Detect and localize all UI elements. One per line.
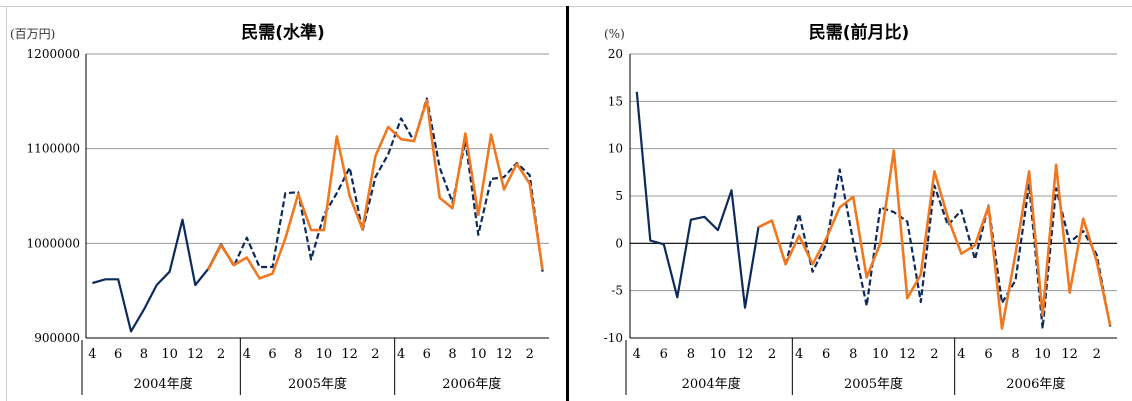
x-tick-label: 6: [822, 347, 830, 362]
x-tick-label: 2: [217, 347, 225, 362]
fiscal-year-label: 2006年度: [442, 376, 501, 392]
y-tick-label: 20: [608, 47, 623, 61]
x-tick-label: 6: [268, 347, 276, 362]
x-tick-label: 2: [768, 347, 776, 362]
x-tick-label: 12: [496, 347, 513, 362]
series-line-solid: [207, 99, 544, 280]
x-tick-label: 12: [1061, 347, 1078, 362]
frame-left-line: [6, 6, 7, 401]
x-tick-label: 10: [161, 347, 178, 362]
x-tick-label: 2: [930, 347, 938, 362]
y-tick-label: 10: [608, 142, 623, 156]
x-tick-label: 6: [114, 347, 122, 362]
fiscal-year-label: 2005年度: [844, 376, 903, 392]
x-tick-label: 4: [795, 347, 803, 362]
x-tick-label: 12: [341, 347, 358, 362]
x-tick-label: 10: [470, 347, 487, 362]
x-tick-label: 10: [710, 347, 727, 362]
x-tick-label: 8: [1011, 347, 1019, 362]
series-line-solid: [635, 91, 773, 309]
fiscal-year-label: 2005年度: [288, 376, 347, 392]
x-tick-label: 8: [140, 347, 148, 362]
unit-label: (百万円): [10, 27, 55, 41]
series-line-dashed: [220, 97, 544, 272]
x-tick-label: 8: [687, 347, 695, 362]
x-tick-label: 10: [1034, 347, 1051, 362]
x-tick-label: 2: [1093, 347, 1101, 362]
y-tick-label: -5: [611, 284, 623, 298]
x-tick-label: 6: [984, 347, 992, 362]
x-tick-label: 4: [633, 347, 641, 362]
x-tick-label: 12: [899, 347, 916, 362]
x-tick-label: 12: [187, 347, 204, 362]
fiscal-year-label: 2006年度: [1006, 376, 1065, 392]
x-tick-label: 10: [316, 347, 333, 362]
y-tick-label: 1000000: [27, 236, 80, 250]
chart-title: 民需(水準): [241, 22, 325, 43]
y-tick-label: 0: [615, 236, 623, 250]
x-tick-label: 10: [872, 347, 889, 362]
y-tick-label: -10: [604, 331, 623, 345]
y-tick-label: 15: [608, 94, 623, 108]
y-tick-label: 1200000: [27, 47, 80, 61]
x-tick-label: 6: [660, 347, 668, 362]
x-tick-label: 4: [957, 347, 965, 362]
x-tick-label: 2: [371, 347, 379, 362]
x-tick-label: 4: [243, 347, 251, 362]
level-chart: 民需(水準) (百万円) 900000 1000000 1100000 1200000 4 6…: [10, 22, 549, 395]
x-tick-label: 4: [397, 347, 405, 362]
x-tick-label: 6: [423, 347, 431, 362]
y-tick-label: 5: [615, 189, 623, 203]
series-line-solid: [757, 149, 1112, 330]
x-tick-label: 4: [88, 347, 96, 362]
y-tick-label: 900000: [34, 331, 80, 345]
chart-title: 民需(前月比): [809, 22, 910, 43]
mom-change-chart: 民需(前月比) (%) -10 -5 0 5 10 15 20 4 6 8 10 12 2 4 6 8 10 12 2 4…: [604, 22, 1117, 395]
y-tick-label: 1100000: [27, 142, 80, 156]
panel-divider: [566, 6, 569, 401]
fiscal-year-label: 2004年度: [682, 376, 741, 392]
series-line-solid: [92, 218, 235, 333]
unit-label: (%): [604, 27, 625, 41]
x-tick-label: 12: [737, 347, 754, 362]
x-tick-label: 8: [294, 347, 302, 362]
x-tick-label: 8: [849, 347, 857, 362]
x-tick-label: 2: [526, 347, 534, 362]
fiscal-year-label: 2004年度: [134, 376, 193, 392]
x-tick-label: 8: [448, 347, 456, 362]
